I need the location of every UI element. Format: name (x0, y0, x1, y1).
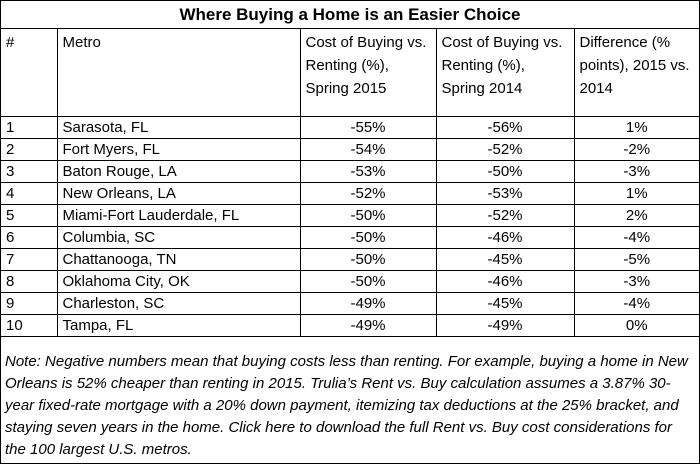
rank-cell: 1 (1, 116, 58, 139)
cost-2015-cell: -50% (300, 270, 437, 293)
cost-2015-cell: -52% (300, 182, 437, 205)
table-row: 2 Fort Myers, FL -54% -52% -2% (1, 138, 699, 161)
table-row: 1 Sarasota, FL -55% -56% 1% (1, 116, 699, 139)
difference-cell: -4% (574, 226, 699, 249)
metro-table: # Metro Cost of Buying vs. Renting (%), … (1, 29, 699, 337)
footnote: Note: Negative numbers mean that buying … (5, 353, 688, 458)
cost-2015-cell: -49% (300, 314, 437, 337)
table-title: Where Buying a Home is an Easier Choice (1, 1, 699, 29)
cost-2014-cell: -50% (436, 160, 575, 183)
cost-2014-cell: -45% (436, 248, 575, 271)
rank-cell: 4 (1, 182, 58, 205)
metro-cell: Sarasota, FL (57, 116, 301, 139)
difference-cell: 1% (574, 116, 699, 139)
metro-cell: Columbia, SC (57, 226, 301, 249)
metro-cell: Tampa, FL (57, 314, 301, 337)
metro-cell: Fort Myers, FL (57, 138, 301, 161)
difference-cell: 1% (574, 182, 699, 205)
cost-2014-cell: -46% (436, 226, 575, 249)
cost-2014-cell: -45% (436, 292, 575, 315)
cost-2014-cell: -56% (436, 116, 575, 139)
rank-cell: 8 (1, 270, 58, 293)
rank-cell: 3 (1, 160, 58, 183)
metro-cell: Miami-Fort Lauderdale, FL (57, 204, 301, 227)
cost-2015-cell: -50% (300, 204, 437, 227)
cost-2015-cell: -53% (300, 160, 437, 183)
difference-cell: -5% (574, 248, 699, 271)
metro-cell: New Orleans, LA (57, 182, 301, 205)
difference-cell: -4% (574, 292, 699, 315)
header-cost-2014: Cost of Buying vs. Renting (%), Spring 2… (436, 29, 575, 117)
cost-2015-cell: -49% (300, 292, 437, 315)
metro-cell: Baton Rouge, LA (57, 160, 301, 183)
table-row: 6 Columbia, SC -50% -46% -4% (1, 226, 699, 249)
difference-cell: -3% (574, 270, 699, 293)
cost-2015-cell: -50% (300, 226, 437, 249)
table-row: 4 New Orleans, LA -52% -53% 1% (1, 182, 699, 205)
cost-2015-cell: -50% (300, 248, 437, 271)
header-row: # Metro Cost of Buying vs. Renting (%), … (1, 29, 699, 117)
metro-cell: Chattanooga, TN (57, 248, 301, 271)
cost-2014-cell: -52% (436, 204, 575, 227)
difference-cell: -2% (574, 138, 699, 161)
cost-2014-cell: -53% (436, 182, 575, 205)
table-row: 5 Miami-Fort Lauderdale, FL -50% -52% 2% (1, 204, 699, 227)
metro-cell: Charleston, SC (57, 292, 301, 315)
table-row: 7 Chattanooga, TN -50% -45% -5% (1, 248, 699, 271)
table-row: 10 Tampa, FL -49% -49% 0% (1, 314, 699, 337)
metro-cell: Oklahoma City, OK (57, 270, 301, 293)
difference-cell: 0% (574, 314, 699, 337)
difference-cell: -3% (574, 160, 699, 183)
rank-cell: 9 (1, 292, 58, 315)
rank-cell: 10 (1, 314, 58, 337)
header-cost-2015: Cost of Buying vs. Renting (%), Spring 2… (300, 29, 437, 117)
cost-2014-cell: -52% (436, 138, 575, 161)
table-row: 9 Charleston, SC -49% -45% -4% (1, 292, 699, 315)
rank-cell: 2 (1, 138, 58, 161)
table-row: 3 Baton Rouge, LA -53% -50% -3% (1, 160, 699, 183)
rank-cell: 5 (1, 204, 58, 227)
header-difference: Difference (% points), 2015 vs. 2014 (574, 29, 699, 117)
rank-cell: 6 (1, 226, 58, 249)
table-row: 8 Oklahoma City, OK -50% -46% -3% (1, 270, 699, 293)
header-metro: Metro (57, 29, 301, 117)
header-rank: # (1, 29, 58, 117)
difference-cell: 2% (574, 204, 699, 227)
cost-2014-cell: -49% (436, 314, 575, 337)
cost-2015-cell: -54% (300, 138, 437, 161)
cost-2014-cell: -46% (436, 270, 575, 293)
cost-2015-cell: -55% (300, 116, 437, 139)
rank-cell: 7 (1, 248, 58, 271)
